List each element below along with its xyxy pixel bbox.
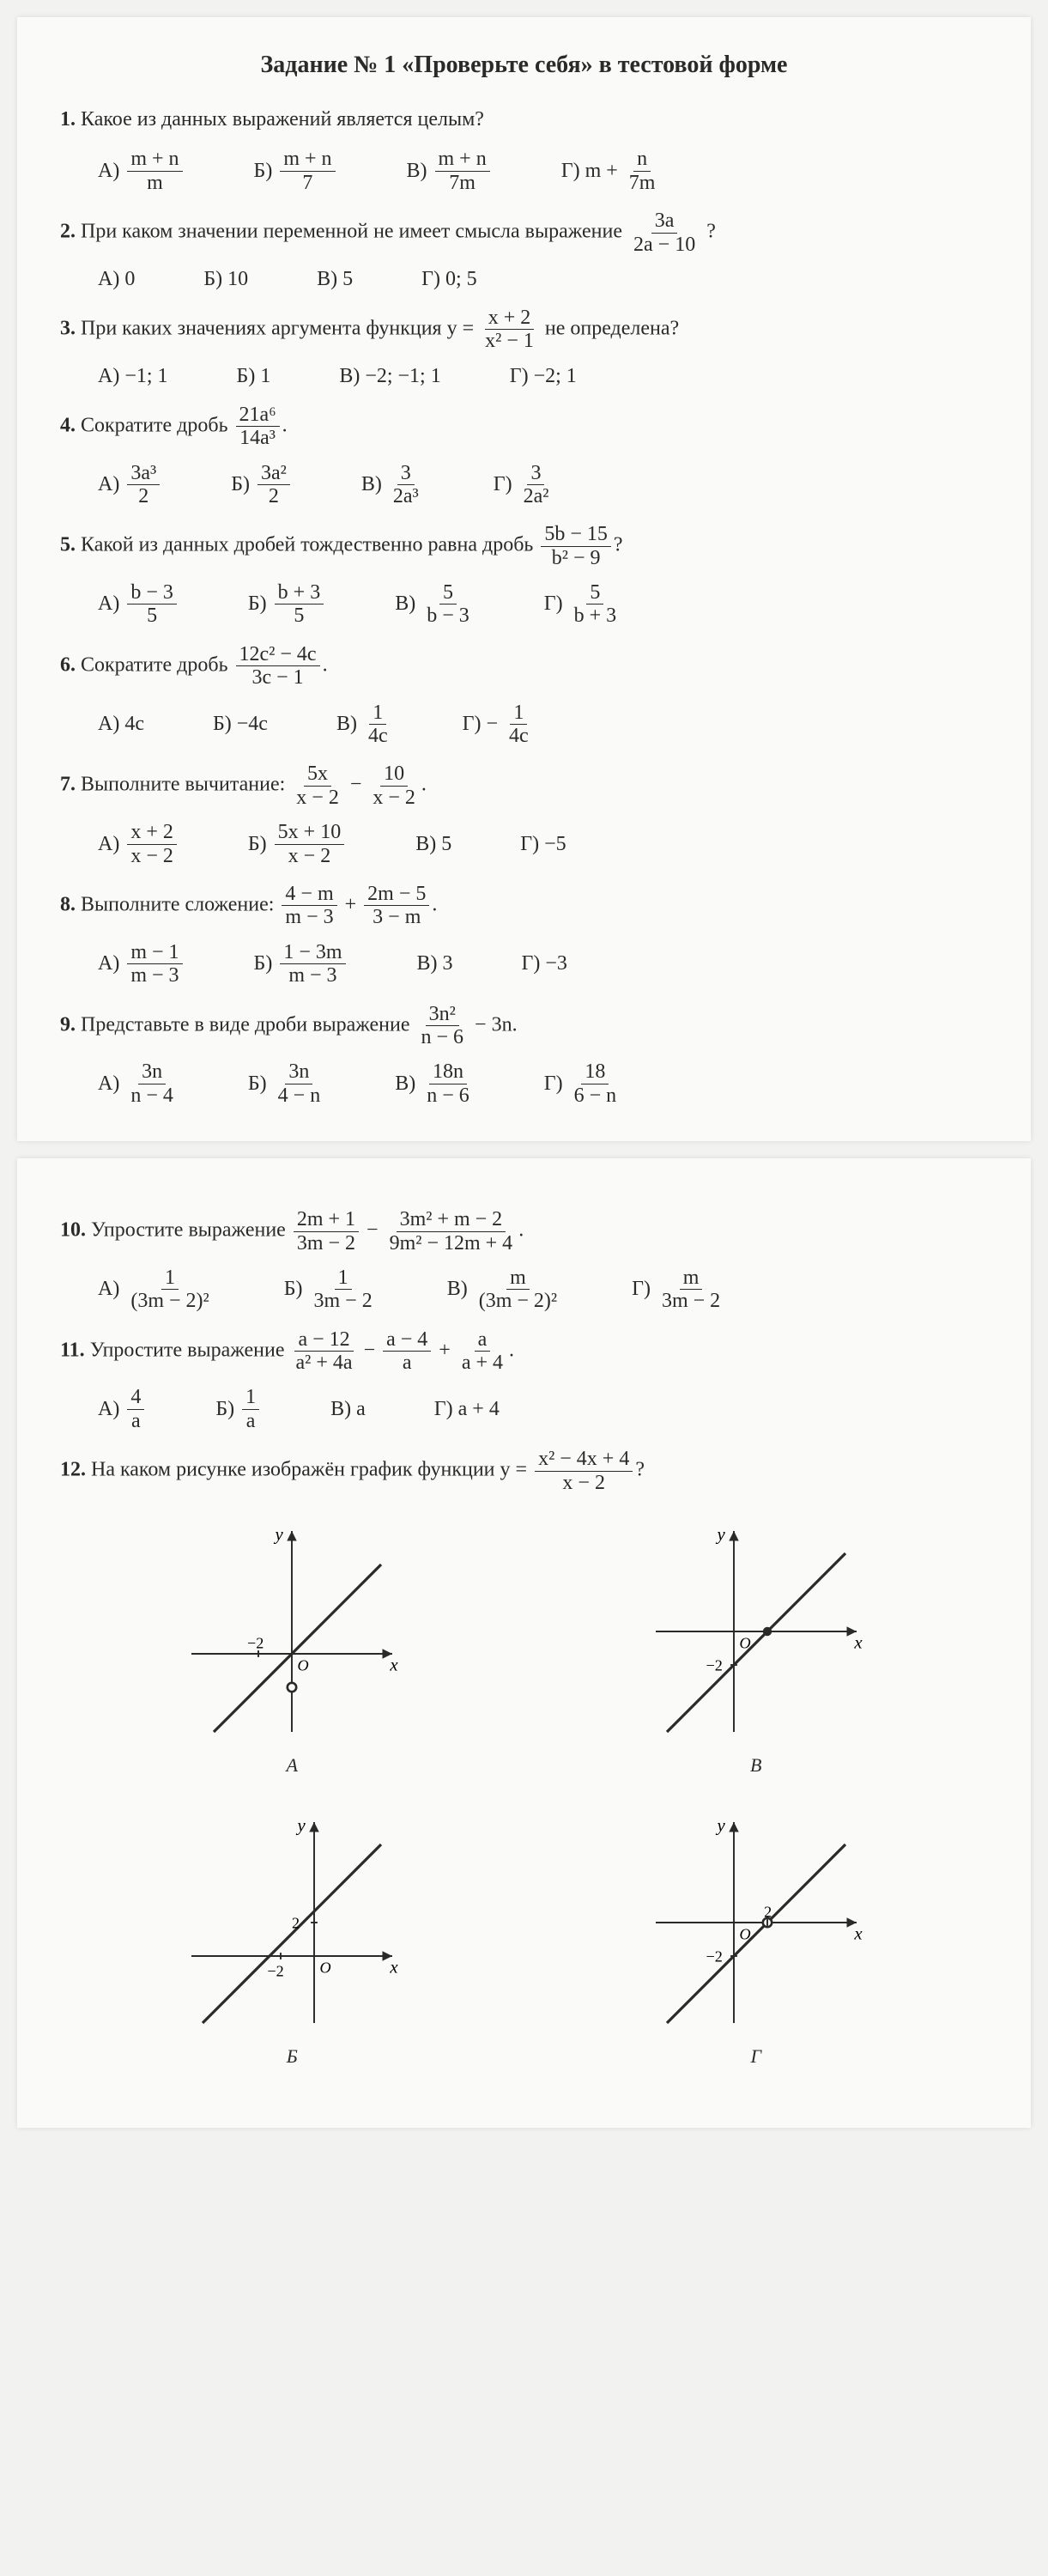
question-1: 1. Какое из данных выражений является це…: [60, 103, 988, 136]
question-7: 7. Выполните вычитание: 5xx − 2 − 10x − …: [60, 762, 988, 809]
q4-opt-v: В)32a³: [361, 462, 425, 508]
graph-a: x y O −2 А: [112, 1520, 473, 1777]
svg-text:−2: −2: [247, 1635, 264, 1652]
graph-d-svg: x y O 2 −2: [636, 1811, 876, 2034]
q10-opt-b: Б)13m − 2: [284, 1267, 379, 1313]
q8-opt-b: Б)1 − 3mm − 3: [254, 941, 348, 987]
q8-opt-a: А)m − 1m − 3: [98, 941, 185, 987]
q11-opt-b: Б)1a: [215, 1386, 262, 1432]
q7-opt-g: Г)−5: [520, 833, 566, 856]
main-title: Задание № 1 «Проверьте себя» в тестовой …: [60, 52, 988, 79]
svg-text:O: O: [298, 1657, 309, 1674]
svg-text:y: y: [296, 1815, 306, 1835]
question-3: 3. При каких значениях аргумента функция…: [60, 307, 988, 353]
q9-opt-b: Б)3n4 − n: [248, 1060, 326, 1107]
svg-text:2: 2: [764, 1904, 772, 1921]
q10-opt-v: В)m(3m − 2)²: [447, 1267, 563, 1313]
q7-opt-b: Б)5x + 10x − 2: [248, 821, 347, 867]
q6-opt-v: В)14c: [336, 702, 394, 748]
q11-opt-a: А)4a: [98, 1386, 147, 1432]
q1-opt-a: А)m + nm: [98, 148, 185, 194]
graph-a-svg: x y O −2: [172, 1520, 412, 1743]
page-2: 10. Упростите выражение 2m + 13m − 2 − 3…: [17, 1158, 1031, 2128]
q4-opt-g: Г)32a²: [494, 462, 555, 508]
q9-options: А)3nn − 4 Б)3n4 − n В)18nn − 6 Г)186 − n: [98, 1060, 988, 1107]
q2-opt-b: Б)10: [203, 268, 248, 291]
q11-opt-g: Г)a + 4: [434, 1398, 500, 1421]
q8-options: А)m − 1m − 3 Б)1 − 3mm − 3 В)3 Г)−3: [98, 941, 988, 987]
q10-options: А)1(3m − 2)² Б)13m − 2 В)m(3m − 2)² Г)m3…: [98, 1267, 988, 1313]
svg-text:−2: −2: [706, 1948, 722, 1965]
svg-text:y: y: [715, 1815, 725, 1835]
q3-opt-g: Г)−2; 1: [510, 365, 577, 388]
svg-text:x: x: [390, 1958, 399, 1978]
q7-opt-v: В)5: [415, 833, 451, 856]
q2-options: А)0 Б)10 В)5 Г)0; 5: [98, 268, 988, 291]
q9-opt-a: А)3nn − 4: [98, 1060, 179, 1107]
svg-text:−2: −2: [706, 1657, 722, 1674]
q7-options: А)x + 2x − 2 Б)5x + 10x − 2 В)5 Г)−5: [98, 821, 988, 867]
page-1: Задание № 1 «Проверьте себя» в тестовой …: [17, 17, 1031, 1141]
graph-c: x y O 2 −2 Б: [112, 1811, 473, 2068]
q3-opt-v: В)−2; −1; 1: [339, 365, 440, 388]
q2-text: При каком значении переменной не имеет с…: [81, 221, 622, 243]
q3-opt-a: А)−1; 1: [98, 365, 168, 388]
q2-opt-v: В)5: [317, 268, 353, 291]
q1-opt-v: В)m + n7m: [407, 148, 493, 194]
svg-text:y: y: [274, 1524, 284, 1544]
graph-c-svg: x y O 2 −2: [172, 1811, 412, 2034]
q6-opt-b: Б)−4c: [213, 713, 268, 736]
q6-opt-g: Г)−14c: [463, 702, 535, 748]
q5-opt-v: В)5b − 3: [395, 581, 476, 628]
question-5: 5. Какой из данных дробей тождественно р…: [60, 523, 988, 569]
svg-text:x: x: [390, 1656, 399, 1675]
q1-opt-g: Г)m +n7m: [561, 148, 662, 194]
q9-opt-v: В)18nn − 6: [395, 1060, 476, 1107]
q3-opt-b: Б)1: [237, 365, 271, 388]
q8-opt-g: Г)−3: [522, 952, 567, 975]
question-4: 4. Сократите дробь 21a⁶14a³.: [60, 404, 988, 450]
q4-options: А)3a³2 Б)3a²2 В)32a³ Г)32a²: [98, 462, 988, 508]
q3-options: А)−1; 1 Б)1 В)−2; −1; 1 Г)−2; 1: [98, 365, 988, 388]
q1-text: Какое из данных выражений является целым…: [81, 108, 484, 131]
question-10: 10. Упростите выражение 2m + 13m − 2 − 3…: [60, 1208, 988, 1255]
q4-opt-b: Б)3a²2: [231, 462, 293, 508]
q9-opt-g: Г)186 − n: [544, 1060, 622, 1107]
q5-opt-b: Б)b + 35: [248, 581, 326, 628]
q2-opt-g: Г)0; 5: [421, 268, 477, 291]
question-11: 11. Упростите выражение a − 12a² + 4a − …: [60, 1328, 988, 1375]
svg-text:x: x: [853, 1924, 863, 1944]
q10-opt-g: Г)m3m − 2: [632, 1267, 726, 1313]
question-8: 8. Выполните сложение: 4 − mm − 3 + 2m −…: [60, 883, 988, 929]
svg-text:x: x: [853, 1633, 863, 1653]
q1-options: А)m + nm Б)m + n7 В)m + n7m Г)m +n7m: [98, 148, 988, 194]
question-2: 2. При каком значении переменной не имее…: [60, 210, 988, 256]
question-6: 6. Сократите дробь 12c² − 4c3c − 1.: [60, 643, 988, 690]
q5-opt-a: А)b − 35: [98, 581, 179, 628]
q5-opt-g: Г)5b + 3: [544, 581, 622, 628]
question-9: 9. Представьте в виде дроби выражение 3n…: [60, 1003, 988, 1049]
q10-opt-a: А)1(3m − 2)²: [98, 1267, 215, 1313]
svg-text:−2: −2: [268, 1962, 284, 1979]
graph-b: x y O −2 В: [576, 1520, 937, 1777]
svg-text:y: y: [715, 1524, 725, 1544]
q4-opt-a: А)3a³2: [98, 462, 162, 508]
svg-text:2: 2: [292, 1915, 300, 1932]
q6-options: А)4c Б)−4c В)14c Г)−14c: [98, 702, 988, 748]
q5-options: А)b − 35 Б)b + 35 В)5b − 3 Г)5b + 3: [98, 581, 988, 628]
graph-d: x y O 2 −2 Г: [576, 1811, 937, 2068]
svg-text:O: O: [320, 1959, 331, 1977]
q1-opt-b: Б)m + n7: [254, 148, 338, 194]
q6-opt-a: А)4c: [98, 713, 144, 736]
q11-opt-v: В)a: [330, 1398, 366, 1421]
q8-opt-v: В)3: [417, 952, 453, 975]
q11-options: А)4a Б)1a В)a Г)a + 4: [98, 1386, 988, 1432]
question-12: 12. На каком рисунке изображён график фу…: [60, 1448, 988, 1494]
graph-b-svg: x y O −2: [636, 1520, 876, 1743]
q7-opt-a: А)x + 2x − 2: [98, 821, 179, 867]
q12-graphs: x y O −2 А x y O −2 В: [112, 1520, 936, 2068]
q2-opt-a: А)0: [98, 268, 135, 291]
